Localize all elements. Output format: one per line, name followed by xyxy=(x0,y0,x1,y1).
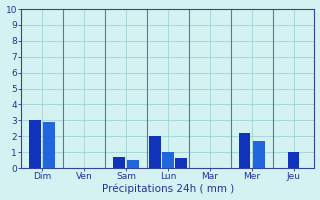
Bar xyxy=(239,133,251,168)
X-axis label: Précipitations 24h ( mm ): Précipitations 24h ( mm ) xyxy=(102,184,234,194)
Bar xyxy=(288,152,300,168)
Bar xyxy=(162,152,174,168)
Bar xyxy=(113,157,125,168)
Bar xyxy=(127,160,139,168)
Bar xyxy=(149,136,161,168)
Bar xyxy=(175,158,187,168)
Bar xyxy=(29,120,41,168)
Bar xyxy=(253,141,265,168)
Bar xyxy=(43,122,55,168)
